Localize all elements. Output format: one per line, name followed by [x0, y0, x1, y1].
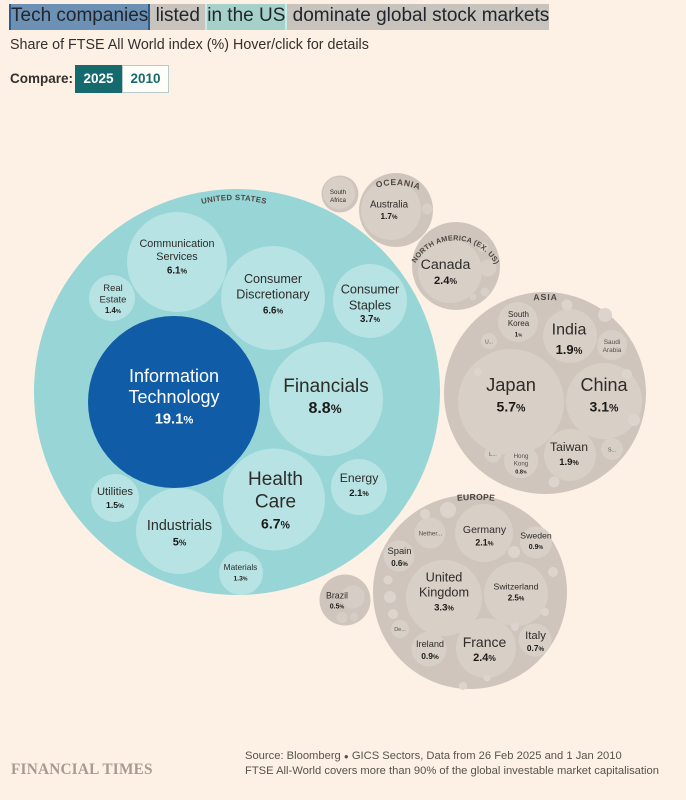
svg-text:1.4%: 1.4%: [105, 306, 122, 315]
svg-text:Estate: Estate: [100, 295, 127, 306]
svg-text:6.7%: 6.7%: [261, 516, 290, 532]
svg-text:Canada: Canada: [421, 257, 471, 273]
svg-text:United: United: [426, 571, 463, 585]
svg-text:Brazil: Brazil: [326, 591, 348, 601]
svg-text:1.9%: 1.9%: [556, 342, 583, 357]
svg-text:1.9%: 1.9%: [559, 457, 579, 468]
svg-text:5.7%: 5.7%: [497, 399, 526, 415]
svg-text:Consumer: Consumer: [244, 272, 302, 286]
svg-text:U...: U...: [485, 340, 493, 346]
svg-text:Industrials: Industrials: [147, 518, 212, 534]
svg-text:Kong: Kong: [514, 461, 529, 468]
svg-text:3.1%: 3.1%: [590, 399, 619, 415]
svg-text:Africa: Africa: [330, 197, 346, 204]
svg-text:Energy: Energy: [340, 471, 380, 485]
svg-text:Spain: Spain: [388, 545, 412, 556]
svg-text:Japan: Japan: [486, 374, 536, 395]
svg-text:Italy: Italy: [525, 630, 546, 642]
svg-text:S...: S...: [608, 448, 617, 454]
svg-text:Care: Care: [255, 492, 296, 513]
svg-text:ASIA: ASIA: [533, 292, 558, 302]
svg-text:Taiwan: Taiwan: [550, 440, 588, 454]
svg-text:Germany: Germany: [463, 524, 507, 536]
svg-text:Korea: Korea: [508, 319, 530, 328]
svg-text:Services: Services: [156, 251, 198, 263]
svg-text:Materials: Materials: [224, 562, 258, 572]
svg-text:Saudi: Saudi: [604, 339, 621, 346]
svg-text:UNITED STATES: UNITED STATES: [200, 193, 267, 206]
svg-text:0.9%: 0.9%: [529, 544, 544, 551]
svg-text:Utilities: Utilities: [97, 486, 133, 498]
svg-text:0.9%: 0.9%: [421, 651, 439, 661]
svg-text:0.7%: 0.7%: [527, 643, 545, 653]
svg-text:5%: 5%: [173, 537, 187, 549]
svg-text:Switzerland: Switzerland: [494, 582, 539, 592]
svg-text:Staples: Staples: [349, 299, 391, 313]
svg-text:Arabia: Arabia: [603, 347, 622, 354]
svg-text:Real: Real: [103, 283, 123, 294]
svg-text:19.1%: 19.1%: [155, 412, 194, 428]
svg-text:2.4%: 2.4%: [434, 275, 458, 287]
svg-text:0.6%: 0.6%: [391, 559, 408, 568]
svg-text:2.4%: 2.4%: [473, 652, 496, 664]
svg-text:China: China: [580, 375, 628, 395]
svg-text:South: South: [330, 189, 347, 196]
svg-text:1%: 1%: [515, 333, 522, 339]
svg-text:Nether...: Nether...: [419, 531, 443, 538]
svg-text:Financials: Financials: [283, 376, 369, 397]
svg-text:Sweden: Sweden: [520, 531, 552, 541]
svg-text:3.7%: 3.7%: [360, 314, 380, 325]
svg-text:1.7%: 1.7%: [381, 212, 398, 221]
svg-text:Kingdom: Kingdom: [419, 586, 469, 600]
svg-text:India: India: [552, 322, 587, 339]
svg-text:De...: De...: [394, 627, 406, 633]
svg-text:2.1%: 2.1%: [475, 538, 493, 548]
svg-text:Communication: Communication: [139, 238, 214, 250]
svg-text:2.1%: 2.1%: [349, 488, 369, 499]
svg-text:Hong: Hong: [514, 453, 529, 460]
svg-text:Ireland: Ireland: [416, 639, 444, 649]
svg-text:Information: Information: [129, 366, 219, 386]
svg-text:1.3%: 1.3%: [233, 576, 247, 583]
svg-text:Discretionary: Discretionary: [236, 288, 310, 302]
svg-text:Consumer: Consumer: [341, 283, 400, 297]
svg-text:3.3%: 3.3%: [434, 603, 454, 614]
svg-text:France: France: [463, 634, 507, 650]
svg-text:1.5%: 1.5%: [106, 500, 124, 510]
svg-text:EUROPE: EUROPE: [457, 492, 496, 503]
svg-text:South: South: [508, 310, 529, 319]
svg-text:Technology: Technology: [128, 387, 219, 407]
svg-text:2.5%: 2.5%: [508, 594, 525, 603]
svg-text:L...: L...: [489, 452, 497, 458]
svg-text:0.5%: 0.5%: [330, 604, 345, 611]
svg-text:Health: Health: [248, 469, 303, 490]
svg-text:Australia: Australia: [370, 200, 409, 211]
svg-text:0.8%: 0.8%: [515, 470, 527, 476]
svg-text:8.8%: 8.8%: [308, 400, 341, 417]
svg-text:6.6%: 6.6%: [263, 306, 283, 317]
svg-text:6.1%: 6.1%: [167, 266, 187, 277]
